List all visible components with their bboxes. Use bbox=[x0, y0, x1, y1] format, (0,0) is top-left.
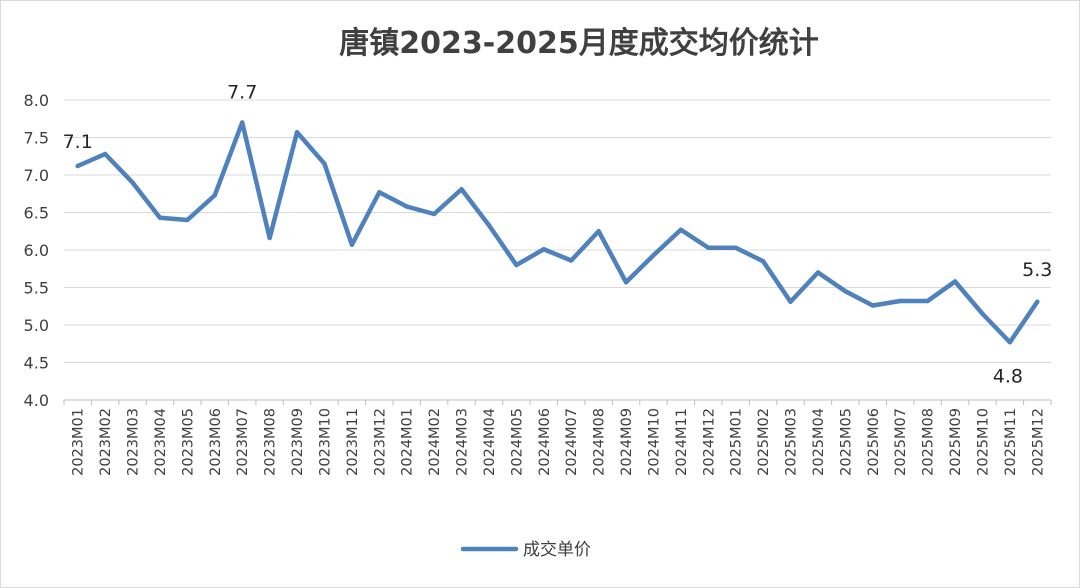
data-point bbox=[870, 303, 875, 308]
data-point bbox=[733, 245, 738, 250]
data-point bbox=[623, 280, 629, 285]
y-tick-label: 4.0 bbox=[24, 391, 49, 410]
data-point bbox=[514, 262, 519, 268]
x-tick-label: 2024M08 bbox=[592, 408, 608, 476]
y-tick-label: 4.5 bbox=[24, 354, 49, 373]
x-tick-label: 2025M11 bbox=[1003, 408, 1019, 476]
x-tick-label: 2023M04 bbox=[153, 408, 169, 476]
grid-lines bbox=[64, 99, 1051, 401]
y-tick-label: 6.0 bbox=[24, 241, 49, 260]
series-lines bbox=[75, 120, 1040, 345]
data-point bbox=[651, 253, 656, 258]
x-tick-label: 2023M05 bbox=[180, 408, 196, 476]
x-tick-label: 2025M06 bbox=[866, 408, 882, 476]
x-tick-label: 2025M03 bbox=[784, 408, 800, 476]
x-axis-ticks: 2023M01 2023M02 2023M03 2023M04 2023M05 2023M… bbox=[63, 400, 1052, 476]
data-point bbox=[1007, 340, 1013, 345]
data-label: 7.7 bbox=[227, 82, 257, 104]
data-point bbox=[130, 180, 135, 185]
x-tick-label: 2023M02 bbox=[98, 408, 114, 476]
x-tick-label: 2024M05 bbox=[509, 408, 525, 476]
x-tick-label: 2024M03 bbox=[455, 408, 471, 476]
data-point bbox=[185, 217, 190, 223]
chart-title: 唐镇2023-2025月度成交均价统计 bbox=[339, 26, 818, 61]
x-tick-label: 2024M10 bbox=[646, 408, 662, 476]
data-point bbox=[760, 259, 766, 264]
y-tick-label: 8.0 bbox=[24, 91, 49, 110]
data-labels: 7.1 7.7 4.8 5.3 bbox=[63, 82, 1053, 388]
x-tick-label: 2024M11 bbox=[674, 408, 690, 476]
data-point bbox=[349, 242, 355, 247]
data-point bbox=[706, 245, 711, 250]
x-tick-label: 2024M12 bbox=[701, 408, 717, 476]
y-tick-label: 7.0 bbox=[24, 166, 49, 185]
legend: 成交单价 bbox=[460, 540, 591, 560]
data-point bbox=[678, 227, 684, 232]
data-point bbox=[815, 270, 821, 275]
x-tick-label: 2025M04 bbox=[811, 408, 827, 476]
x-tick-label: 2025M01 bbox=[729, 408, 745, 476]
data-point bbox=[569, 258, 574, 263]
data-point bbox=[267, 235, 272, 241]
x-tick-label: 2024M01 bbox=[400, 408, 416, 476]
x-tick-label: 2024M04 bbox=[482, 408, 498, 476]
x-tick-label: 2025M10 bbox=[975, 408, 991, 476]
x-tick-label: 2024M06 bbox=[537, 408, 553, 476]
y-axis-ticks: 8.0 7.5 7.0 6.5 6.0 5.5 5.0 4.5 4.0 bbox=[24, 91, 49, 410]
x-tick-label: 2023M09 bbox=[290, 408, 306, 476]
x-tick-label: 2025M05 bbox=[838, 408, 854, 476]
y-tick-label: 5.5 bbox=[24, 279, 49, 298]
x-tick-label: 2025M02 bbox=[756, 408, 772, 476]
data-point bbox=[404, 204, 409, 209]
data-point bbox=[102, 151, 108, 157]
series-line-0 bbox=[75, 120, 1040, 345]
data-point bbox=[486, 223, 492, 228]
data-point bbox=[377, 190, 382, 195]
data-point bbox=[596, 229, 601, 234]
x-tick-label: 2023M07 bbox=[235, 408, 251, 476]
legend-label: 成交单价 bbox=[523, 540, 591, 560]
x-tick-label: 2023M03 bbox=[126, 408, 142, 476]
data-point bbox=[925, 298, 930, 304]
data-point bbox=[431, 211, 437, 217]
y-tick-label: 6.5 bbox=[24, 204, 49, 223]
x-tick-label: 2025M12 bbox=[1030, 408, 1046, 476]
data-point bbox=[898, 298, 903, 304]
x-tick-label: 2025M08 bbox=[921, 408, 937, 476]
data-point bbox=[541, 247, 546, 252]
data-label: 5.3 bbox=[1022, 259, 1052, 281]
x-tick-label: 2023M08 bbox=[263, 408, 279, 476]
data-point bbox=[75, 163, 80, 169]
x-tick-label: 2025M07 bbox=[893, 408, 909, 476]
data-point bbox=[952, 279, 958, 284]
x-tick-label: 2023M12 bbox=[372, 408, 388, 476]
data-point bbox=[459, 187, 464, 192]
data-point bbox=[157, 215, 163, 220]
data-point bbox=[240, 120, 245, 125]
data-point bbox=[1035, 299, 1040, 304]
x-tick-label: 2023M10 bbox=[317, 408, 333, 476]
data-label: 7.1 bbox=[63, 131, 93, 153]
x-tick-label: 2024M07 bbox=[564, 408, 580, 476]
x-tick-label: 2024M09 bbox=[619, 408, 635, 476]
data-point bbox=[788, 299, 793, 304]
y-tick-label: 7.5 bbox=[24, 129, 49, 148]
data-point bbox=[294, 130, 300, 135]
data-label: 4.8 bbox=[993, 365, 1023, 387]
data-point bbox=[843, 289, 848, 294]
x-tick-label: 2023M06 bbox=[208, 408, 224, 476]
y-tick-label: 5.0 bbox=[24, 316, 49, 335]
x-tick-label: 2023M11 bbox=[345, 408, 361, 476]
data-point bbox=[980, 311, 985, 316]
x-tick-label: 2023M01 bbox=[71, 408, 87, 476]
x-tick-label: 2025M09 bbox=[948, 408, 964, 476]
x-tick-label: 2024M02 bbox=[427, 408, 443, 476]
data-point bbox=[212, 193, 217, 198]
data-point bbox=[322, 161, 327, 166]
